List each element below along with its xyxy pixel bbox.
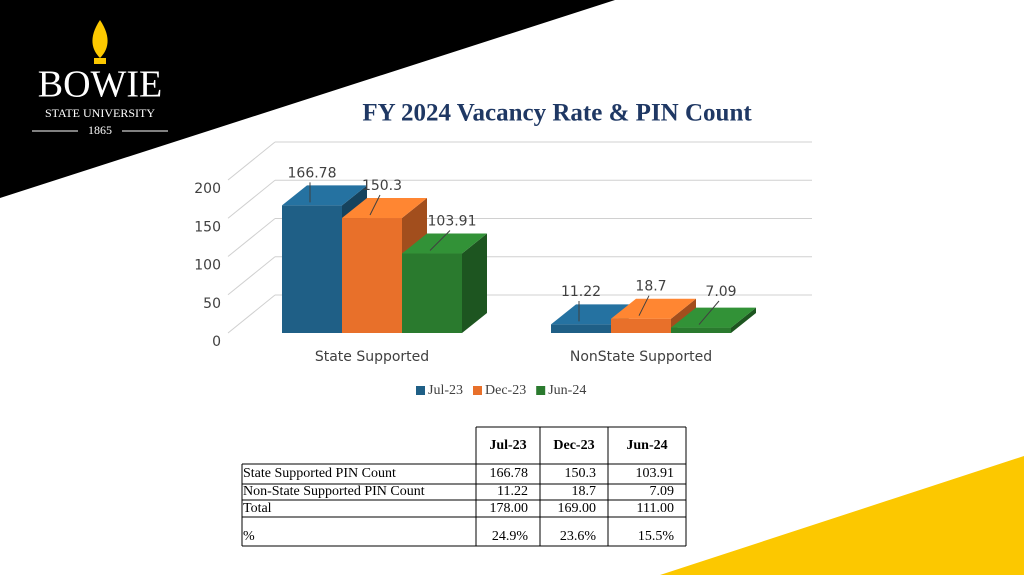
table-header: Dec-23: [553, 438, 594, 453]
table: Jul-23 Dec-23 Jun-24 State Supported PIN Co…: [241, 426, 687, 547]
black-banner: [0, 0, 615, 198]
bar-side: [731, 307, 756, 333]
table-cell: 23.6%: [560, 529, 597, 544]
row-label: %: [243, 529, 255, 544]
data-label: 150.3: [362, 178, 402, 194]
table-cell: 150.3: [565, 466, 597, 481]
leader-line: [638, 295, 650, 316]
grid-line: [227, 218, 276, 257]
bar: [402, 253, 462, 333]
row-label: Non-State Supported PIN Count: [243, 484, 425, 499]
bar-top: [342, 198, 427, 219]
row-label: Total: [243, 501, 272, 516]
logo-name: BOWIE: [38, 64, 163, 106]
grid-line: [227, 141, 276, 181]
logo-subtitle: STATE UNIVERSITY: [45, 106, 155, 120]
logo-year: 1865: [88, 123, 112, 137]
legend-swatch: [536, 386, 546, 395]
legend-swatch: [416, 386, 425, 395]
table-cell: 18.7: [572, 484, 597, 499]
leader-line: [369, 194, 381, 216]
legend-label: Dec-23: [485, 383, 526, 398]
yellow-banner: [660, 456, 1024, 575]
y-tick-label: 200: [194, 181, 221, 197]
table-cell: 103.91: [636, 466, 675, 481]
x-tick-label: State Supported: [315, 349, 429, 365]
bar-top: [671, 307, 756, 328]
data-label: 103.91: [428, 214, 477, 230]
data-label: 18.7: [635, 279, 666, 295]
chart-title: FY 2024 Vacancy Rate & PIN Count: [362, 100, 752, 127]
bar-top: [611, 298, 696, 319]
grid-line: [227, 256, 276, 296]
y-tick-label: 100: [194, 258, 221, 274]
table-header: Jul-23: [489, 438, 526, 453]
grid-line: [227, 179, 276, 219]
x-tick-label: NonState Supported: [570, 349, 712, 365]
table-cell: 24.9%: [492, 529, 529, 544]
data-label: 7.09: [705, 284, 736, 300]
flame-icon: [92, 20, 108, 58]
bar-top: [282, 185, 367, 206]
table-header: Jun-24: [626, 438, 667, 453]
grid-line: [227, 294, 276, 334]
table-cell: 178.00: [490, 501, 529, 516]
bar: [611, 318, 671, 333]
leader-line: [698, 300, 720, 325]
legend-swatch: [473, 386, 482, 395]
bar: [342, 218, 402, 333]
table-cell: 111.00: [637, 501, 674, 516]
y-tick-label: 150: [194, 219, 221, 235]
data-label: 11.22: [561, 284, 601, 300]
bar: [671, 327, 731, 333]
table-cell: 169.00: [558, 501, 597, 516]
table-cell: 7.09: [650, 484, 675, 499]
legend-label: Jul-23: [428, 383, 463, 398]
table-cell: 166.78: [490, 466, 529, 481]
table-cell: 15.5%: [638, 529, 675, 544]
bar-top: [402, 233, 487, 254]
table-cell: 11.22: [497, 484, 528, 499]
row-label: State Supported PIN Count: [243, 466, 396, 481]
bar-side: [462, 233, 487, 333]
legend-label: Jun-24: [548, 383, 586, 398]
bar: [282, 205, 342, 333]
flame-base: [94, 58, 106, 64]
y-tick-label: 50: [203, 296, 221, 312]
chart: 0 50 100 150 200 State Supported 166.78 150.3 10…: [194, 141, 812, 398]
y-tick-label: 0: [212, 334, 221, 350]
bar: [551, 324, 611, 333]
leader-line: [429, 230, 451, 251]
data-label: 166.78: [288, 165, 337, 181]
